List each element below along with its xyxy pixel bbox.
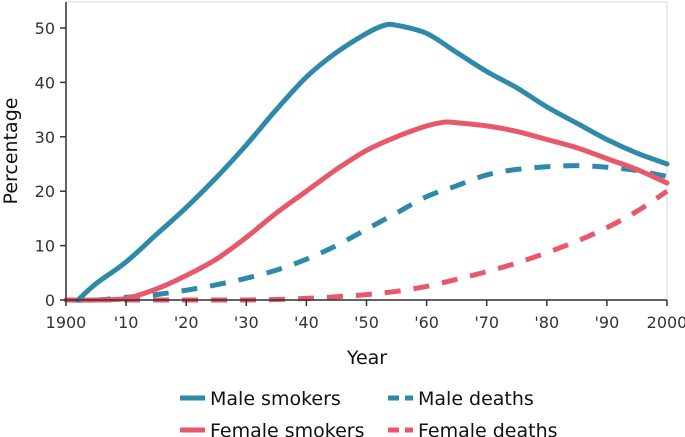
series-line-female-smokers — [63, 119, 670, 303]
y-tick-label: 30 — [35, 128, 55, 147]
x-tick-label: '60 — [414, 313, 439, 332]
x-tick-label: '30 — [234, 313, 259, 332]
y-tick-label: 0 — [45, 291, 55, 310]
x-tick-label: 1900 — [46, 313, 87, 332]
y-ticks: 0 10 20 30 40 50 — [35, 19, 66, 310]
x-tick-label: '80 — [534, 313, 559, 332]
series-layer — [63, 21, 670, 303]
x-tick-label: '90 — [595, 313, 620, 332]
x-tick-label: '70 — [474, 313, 499, 332]
legend-label-female-smokers: Female smokers — [210, 420, 365, 437]
x-axis-title: Year — [346, 347, 387, 369]
x-ticks: 1900 '10 '20 '30 '40 '50 '60 '70 '80 '90 2000 — [46, 300, 685, 332]
x-tick-label: 2000 — [647, 313, 685, 332]
x-tick-label: '10 — [114, 313, 139, 332]
legend-label-male-smokers: Male smokers — [210, 388, 341, 410]
series-line-male-deaths — [65, 163, 668, 303]
legend-label-male-deaths: Male deaths — [418, 388, 534, 410]
series-line-female-deaths — [65, 189, 669, 303]
legend: Male smokers Female smokers Male deaths Fem… — [180, 388, 558, 437]
x-tick-label: '50 — [354, 313, 379, 332]
x-tick-label: '20 — [174, 313, 199, 332]
y-tick-label: 10 — [35, 237, 55, 256]
series-line-male-smokers — [75, 21, 670, 303]
y-tick-label: 50 — [35, 19, 55, 38]
y-tick-label: 40 — [35, 73, 55, 92]
y-tick-label: 20 — [35, 182, 55, 201]
legend-label-female-deaths: Female deaths — [418, 420, 558, 437]
y-axis-title: Percentage — [0, 98, 22, 205]
x-tick-label: '40 — [294, 313, 319, 332]
